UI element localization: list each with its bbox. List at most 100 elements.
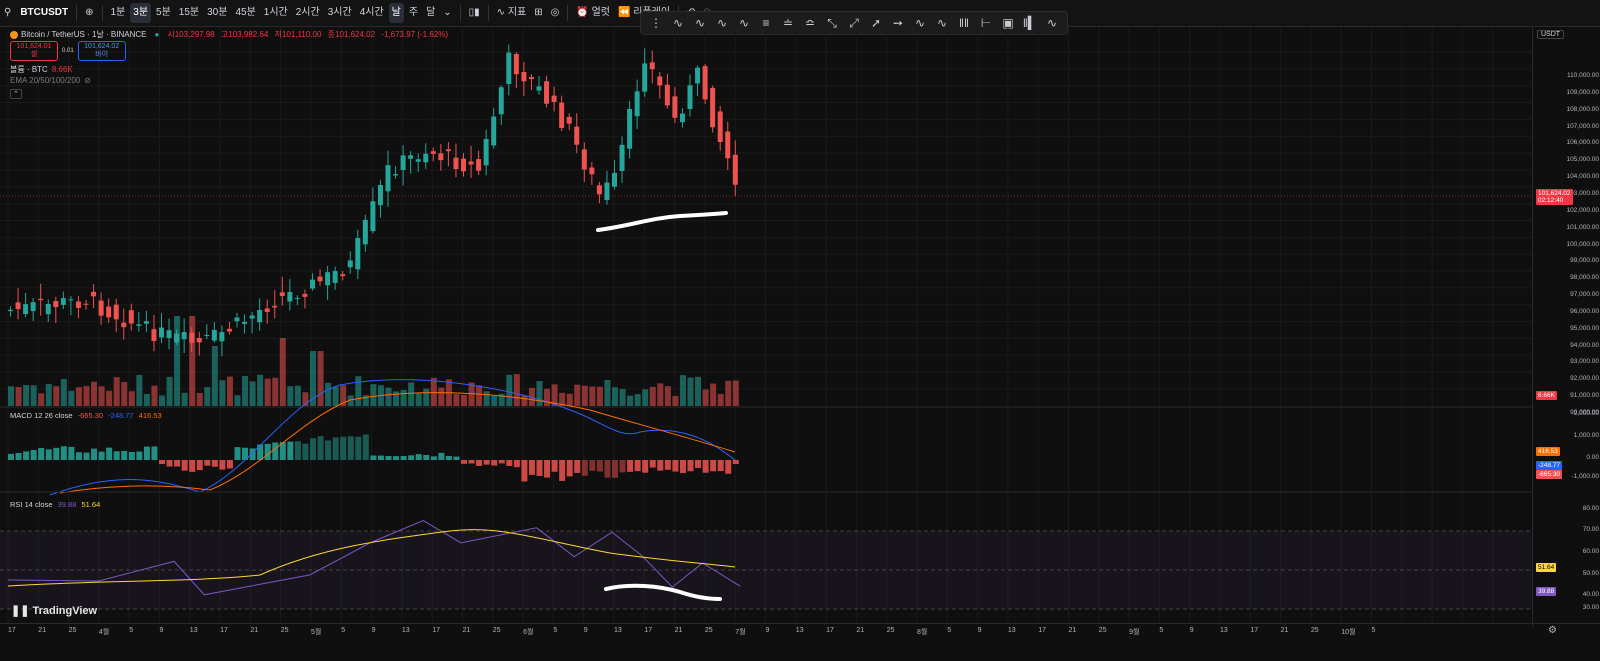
macd-scale-label: 2,000.00 xyxy=(1573,410,1599,417)
ghost-feed-icon[interactable]: ∿ xyxy=(1046,16,1058,30)
pattern-cypher-icon[interactable]: ∿ xyxy=(694,16,706,30)
trend-line-icon[interactable]: ➚ xyxy=(870,16,882,30)
rsi-tag: 39.88 xyxy=(1536,587,1557,596)
fib-retracement-icon[interactable]: ≡ xyxy=(762,16,770,30)
pattern-abcd-icon[interactable]: ∿ xyxy=(716,16,728,30)
macd-value: -665.30 xyxy=(77,411,104,420)
candle-body xyxy=(423,153,429,163)
macd-histogram-bar xyxy=(287,441,294,460)
rsi-value: 39.88 xyxy=(57,500,77,509)
candle-body xyxy=(151,329,157,341)
templates-icon[interactable]: ⊞ xyxy=(534,7,543,18)
interval-day[interactable]: 날 xyxy=(388,3,404,23)
volume-bar xyxy=(264,378,271,406)
candle-body xyxy=(453,157,459,170)
path-icon[interactable]: ∿ xyxy=(936,16,948,30)
candle-body xyxy=(559,102,565,128)
candle-body xyxy=(687,85,693,110)
alert-button[interactable]: ⏰ 얼럿 xyxy=(573,3,613,23)
interval-3m[interactable]: 3분 xyxy=(130,3,152,23)
candle-body xyxy=(23,304,29,315)
layouts-icon[interactable]: ◎ xyxy=(550,7,560,18)
candle-body xyxy=(249,315,255,319)
pattern-triangle-icon[interactable]: ∿ xyxy=(738,16,750,30)
indicators-button[interactable]: ∿ 지표 xyxy=(494,3,530,23)
interval-15m[interactable]: 15분 xyxy=(178,7,200,18)
cycle-lines-icon[interactable]: ‖‖ xyxy=(959,16,969,30)
volume-bar xyxy=(136,374,143,406)
settings-icon[interactable]: ⚙ xyxy=(1548,625,1557,636)
bars-pattern-icon[interactable]: ‖▍ xyxy=(1022,16,1038,30)
fib-extension-icon[interactable]: ≐ xyxy=(782,16,794,30)
price-range-icon[interactable]: ▣ xyxy=(1002,16,1014,30)
price-scale-label: 105,000.00 xyxy=(1566,156,1599,164)
interval-30m[interactable]: 30분 xyxy=(207,7,228,18)
visibility-hidden-icon[interactable]: ⊘ xyxy=(84,76,91,85)
candle-body xyxy=(385,165,391,192)
tradingview-logo-text: TradingView xyxy=(32,605,98,617)
volume-bar xyxy=(551,384,558,406)
buy-button[interactable]: 101,624.02 바이 xyxy=(77,41,126,61)
macd-histogram-bar xyxy=(581,460,588,476)
volume-bar xyxy=(181,392,188,406)
pattern-xabcd-icon[interactable]: ∿ xyxy=(672,16,684,30)
interval-4h[interactable]: 4시간 xyxy=(359,7,384,18)
macd-histogram-bar xyxy=(702,460,709,473)
rsi-scale-label: 40.00 xyxy=(1582,591,1599,598)
macd-scale-label: -1,000.00 xyxy=(1571,473,1599,480)
date-range-icon[interactable]: ⊢ xyxy=(980,16,992,30)
pitchfork-icon[interactable]: ⤢ xyxy=(849,15,859,30)
sell-button[interactable]: 101,624.01 셀 xyxy=(10,41,58,61)
candle-body xyxy=(430,151,436,154)
macd-histogram-bar xyxy=(438,452,445,460)
price-scale[interactable]: USDT 110,000.00 109,000.00 108,000.00 107,0… xyxy=(1532,27,1600,627)
interval-3h[interactable]: 3시간 xyxy=(327,7,352,18)
macd-histogram-bar xyxy=(151,446,158,460)
gann-fan-icon[interactable]: ⤡ xyxy=(827,15,837,30)
macd-histogram-bar xyxy=(128,452,135,460)
search-icon[interactable]: ⚲ xyxy=(4,7,12,18)
time-axis-label: 17 xyxy=(1250,627,1259,634)
candle-body xyxy=(30,302,36,312)
candle-body xyxy=(159,327,164,338)
macd-histogram-bar xyxy=(528,460,535,475)
interval-5m[interactable]: 5분 xyxy=(156,7,171,18)
currency-label[interactable]: USDT xyxy=(1537,30,1565,39)
interval-month[interactable]: 달 xyxy=(426,7,436,18)
time-axis-label: 21 xyxy=(462,627,471,634)
ray-icon[interactable]: ➙ xyxy=(892,16,904,30)
volume-bar xyxy=(513,374,520,406)
drag-handle-icon[interactable]: ⋮ xyxy=(650,16,662,30)
macd-histogram-bar xyxy=(476,460,483,466)
symbol-search-button[interactable]: BTCUSDT xyxy=(20,7,69,18)
macd-histogram-bar xyxy=(468,460,475,464)
time-axis-label: 5 xyxy=(129,627,134,634)
macd-histogram-bar xyxy=(98,451,105,460)
volume-bar xyxy=(725,380,732,406)
bottom-toolbar xyxy=(0,638,1600,661)
candle-body xyxy=(113,304,119,320)
ema-label: EMA 20/50/100/200 xyxy=(10,76,81,85)
indicators-label: 지표 xyxy=(507,7,527,18)
fib-channel-icon[interactable]: ≏ xyxy=(804,16,816,30)
time-axis-label: 5 xyxy=(947,627,952,634)
chevron-down-icon[interactable]: ⌄ xyxy=(443,7,452,18)
collapse-legend-icon[interactable]: ⌃ xyxy=(10,88,22,99)
candle-body xyxy=(408,155,414,159)
high-value: 고103,982.64 xyxy=(220,30,269,39)
interval-week[interactable]: 주 xyxy=(408,7,419,18)
interval-1m[interactable]: 1분 xyxy=(110,7,126,18)
elliott-wave-icon[interactable]: ∿ xyxy=(914,16,926,30)
chart-canvas[interactable] xyxy=(0,27,1532,623)
interval-2h[interactable]: 2시간 xyxy=(295,7,320,18)
add-symbol-icon[interactable]: ⊕ xyxy=(85,7,94,18)
candle-body xyxy=(83,303,89,305)
macd-histogram-bar xyxy=(279,442,286,460)
time-axis[interactable]: 17 21 25 4월 5 9 13 17 21 25 5월 5 9 13 17 21 25 6월 5 9 13 17 21… xyxy=(0,623,1600,638)
candle-body xyxy=(242,321,248,324)
current-price-tag: 101,624.02 02:12:40 xyxy=(1536,189,1573,205)
interval-1h[interactable]: 1시간 xyxy=(263,7,288,18)
candle-style-icon[interactable]: ▯▮ xyxy=(468,7,480,18)
macd-histogram-bar xyxy=(400,455,407,460)
interval-45m[interactable]: 45분 xyxy=(235,7,256,18)
